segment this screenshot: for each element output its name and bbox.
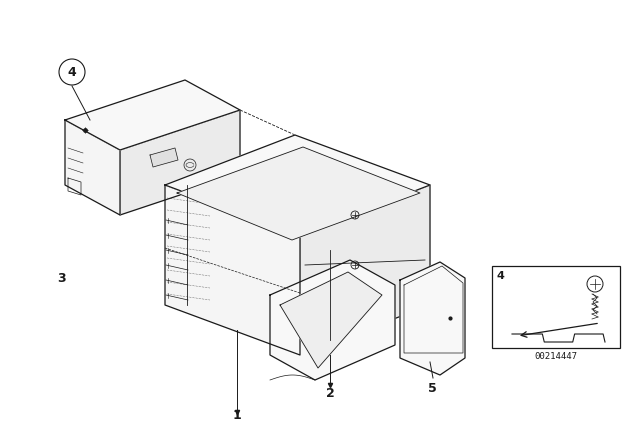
Polygon shape <box>165 135 430 235</box>
Text: 2: 2 <box>326 387 334 400</box>
Polygon shape <box>400 262 465 375</box>
Polygon shape <box>150 148 178 167</box>
Polygon shape <box>165 185 300 355</box>
Polygon shape <box>177 147 420 240</box>
Polygon shape <box>65 120 120 215</box>
Polygon shape <box>270 260 395 380</box>
Text: 4: 4 <box>496 271 504 281</box>
Text: 1: 1 <box>232 409 241 422</box>
Text: 4: 4 <box>68 65 76 78</box>
Text: 3: 3 <box>58 271 67 284</box>
Bar <box>492 266 620 348</box>
Text: 00214447: 00214447 <box>534 352 577 361</box>
Polygon shape <box>120 110 240 215</box>
Text: 5: 5 <box>428 382 436 395</box>
Circle shape <box>59 59 85 85</box>
Polygon shape <box>300 185 430 355</box>
Polygon shape <box>65 80 240 150</box>
Polygon shape <box>280 272 382 368</box>
